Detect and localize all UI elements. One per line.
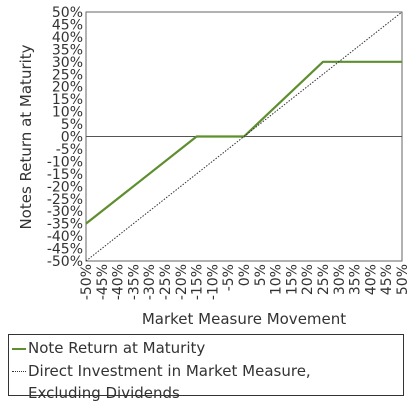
- y-tick-label: -15%: [47, 167, 83, 183]
- x-tick-label: -10%: [205, 264, 221, 300]
- x-tick-label: -5%: [221, 264, 237, 291]
- x-tick-label: -15%: [190, 264, 206, 300]
- y-tick-label: -35%: [47, 217, 83, 233]
- x-tick-label: 25%: [316, 264, 332, 295]
- y-tick-label: 50%: [52, 5, 83, 21]
- y-tick-label: 0%: [61, 130, 83, 146]
- y-tick-label: -5%: [56, 142, 83, 158]
- x-tick-label: 5%: [253, 264, 269, 286]
- legend-label-note-return: Note Return at Maturity: [28, 339, 206, 357]
- x-tick-label: 15%: [284, 264, 300, 295]
- y-tick-label: -40%: [47, 229, 83, 245]
- legend-item-note-return: Note Return at Maturity: [12, 337, 205, 359]
- y-tick-label: -30%: [47, 204, 83, 220]
- x-tick-label: -25%: [158, 264, 174, 300]
- y-tick-label: -25%: [47, 192, 83, 208]
- legend-label-direct-investment: Direct Investment in Market Measure, Exc…: [28, 360, 311, 404]
- y-tick-label: 10%: [52, 105, 83, 121]
- y-tick-label: -10%: [47, 154, 83, 170]
- x-tick-label: 40%: [363, 264, 379, 295]
- y-axis-label: Notes Return at Maturity: [17, 44, 35, 229]
- x-tick-label: -35%: [126, 264, 142, 300]
- x-tick-label: -50%: [79, 264, 95, 300]
- y-tick-label: 5%: [61, 117, 83, 133]
- chart-svg: 50%45%40%35%30%25%20%15%10%5%0%-5%-10%-1…: [17, 5, 411, 328]
- legend-swatch-note-return: [12, 348, 26, 350]
- y-tick-label: -45%: [47, 242, 83, 258]
- y-tick-label: -20%: [47, 179, 83, 195]
- y-axis-tick-labels: 50%45%40%35%30%25%20%15%10%5%0%-5%-10%-1…: [47, 5, 83, 270]
- x-tick-label: 50%: [395, 264, 411, 295]
- x-axis-tick-labels: -50% -45% -40% -35% -30% -25% -20% -15% -10% -5% 0…: [79, 264, 411, 300]
- x-tick-label: 35%: [348, 264, 364, 295]
- legend-swatch-direct-investment: [12, 371, 26, 372]
- y-tick-label: 15%: [52, 92, 83, 108]
- x-tick-label: -45%: [95, 264, 111, 300]
- x-tick-label: -20%: [174, 264, 190, 300]
- legend-item-direct-investment: Direct Investment in Market Measure, Exc…: [12, 360, 311, 404]
- legend-label-direct-investment-line1: Direct Investment in Market Measure,: [28, 362, 311, 380]
- x-tick-label: -40%: [111, 264, 127, 300]
- series-line-note-return: [85, 60, 402, 225]
- legend-label-direct-investment-line2: Excluding Dividends: [28, 384, 180, 402]
- x-tick-label: 30%: [332, 264, 348, 295]
- series-line-direct-investment: [85, 11, 403, 262]
- y-tick-label: 40%: [52, 30, 83, 46]
- x-tick-label: 10%: [269, 264, 285, 295]
- x-tick-label: 0%: [237, 264, 253, 286]
- legend: Note Return at Maturity Direct Investmen…: [8, 334, 404, 402]
- y-tick-label: 20%: [52, 80, 83, 96]
- y-tick-label: -50%: [47, 254, 83, 270]
- x-tick-label: -30%: [142, 264, 158, 300]
- y-tick-label: 45%: [52, 17, 83, 33]
- plot-area: [85, 11, 403, 262]
- y-tick-label: 35%: [52, 42, 83, 58]
- x-tick-label: 20%: [300, 264, 316, 295]
- y-tick-label: 30%: [52, 55, 83, 71]
- x-axis-label: Market Measure Movement: [142, 310, 346, 328]
- x-tick-label: 45%: [379, 264, 395, 295]
- y-tick-label: 25%: [52, 67, 83, 83]
